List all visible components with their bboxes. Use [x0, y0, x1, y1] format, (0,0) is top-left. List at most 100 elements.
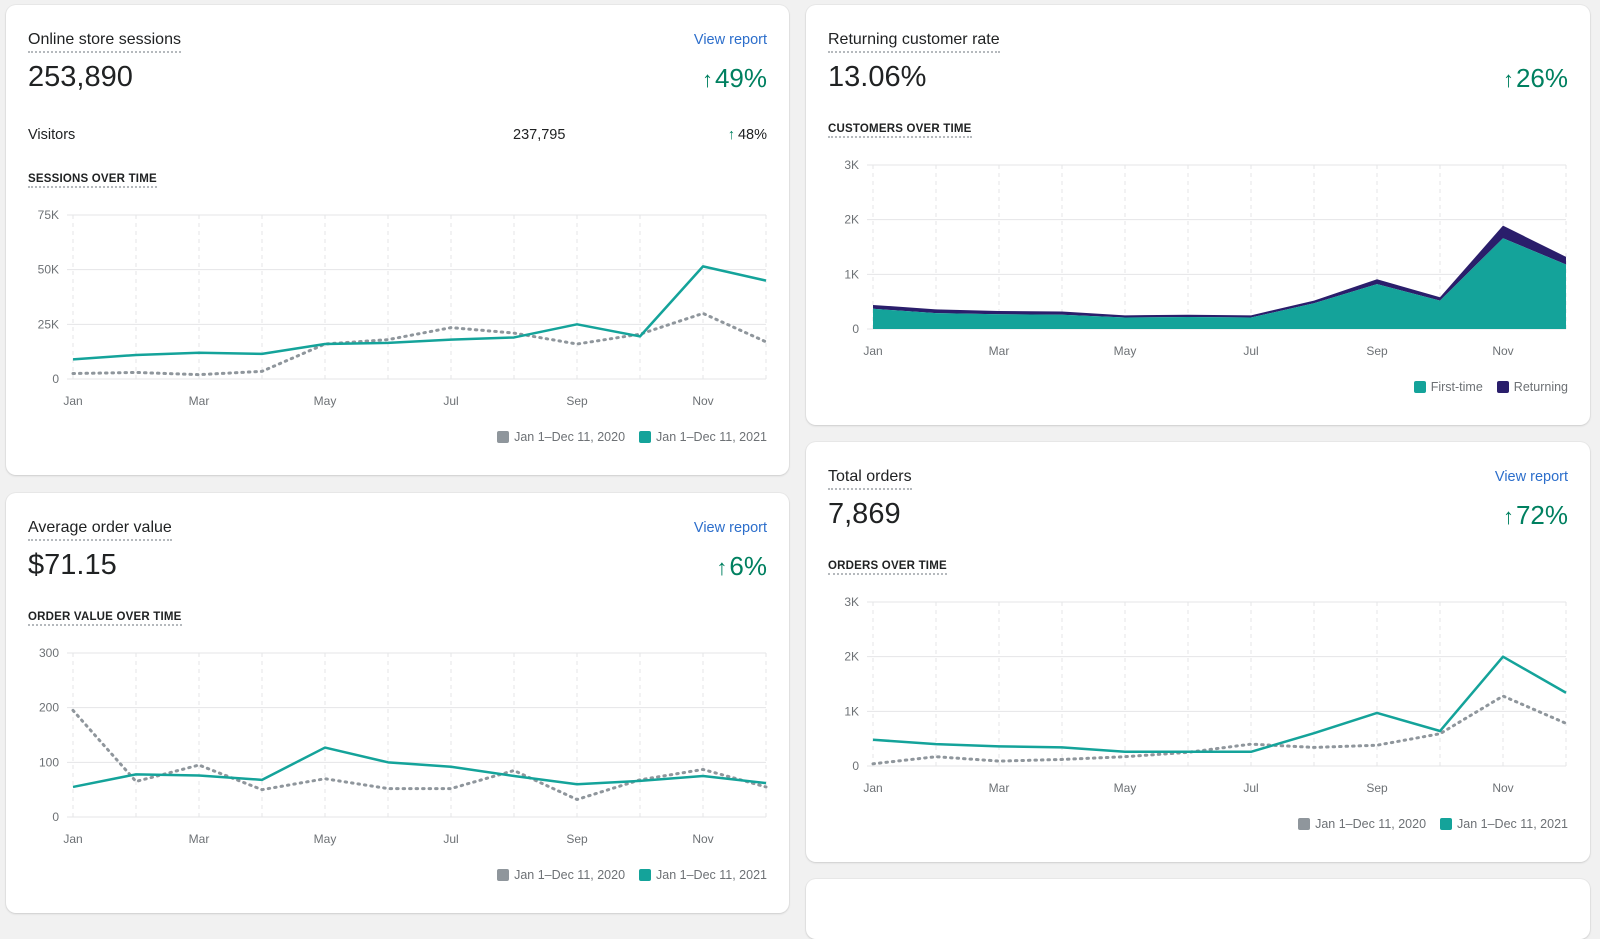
view-report-link[interactable]: View report — [694, 520, 767, 536]
series-line-2021 — [73, 266, 766, 359]
legend-swatch — [1298, 818, 1310, 830]
aov-card: Average order value View report $71.15 ↑… — [6, 493, 789, 913]
x-tick-label: Nov — [692, 394, 713, 408]
visitors-value: 237,795 — [513, 127, 565, 143]
x-tick-label: May — [314, 394, 337, 408]
metric-value: 7,869 — [828, 497, 901, 531]
x-tick-label: Sep — [1366, 781, 1388, 795]
sessions-chart[interactable]: 0 25K 50K 75K Jan Mar May Jul Sep Nov — [6, 203, 789, 418]
series-line-2021 — [873, 657, 1566, 752]
metric-value: $71.15 — [28, 548, 117, 582]
legend-swatch — [497, 431, 509, 443]
legend-item-2021: Jan 1–Dec 11, 2021 — [639, 430, 767, 444]
metric-value: 253,890 — [28, 60, 133, 94]
order-value-chart[interactable]: 0 100 200 300 Jan Mar May Jul Sep Nov — [6, 641, 789, 856]
x-tick-label: Mar — [189, 832, 210, 846]
x-tick-label: Nov — [1492, 781, 1513, 795]
legend-swatch — [1497, 381, 1509, 393]
y-tick-label: 0 — [52, 810, 59, 824]
y-tick-label: 100 — [39, 755, 59, 769]
y-tick-label: 300 — [39, 646, 59, 660]
arrow-up-icon: ↑ — [702, 67, 713, 92]
legend-item-returning: Returning — [1497, 380, 1568, 394]
chart-subtitle[interactable]: SESSIONS OVER TIME — [28, 173, 157, 188]
sessions-card: Online store sessions View report 253,89… — [6, 5, 789, 475]
card-title[interactable]: Total orders — [828, 467, 912, 490]
metric-value: 13.06% — [828, 60, 926, 94]
metric-change: ↑72% — [1503, 498, 1568, 534]
y-tick-label: 0 — [852, 759, 859, 773]
card-title[interactable]: Returning customer rate — [828, 30, 1000, 53]
orders-card: Total orders View report 7,869 ↑72% ORDE… — [806, 442, 1590, 862]
y-tick-label: 200 — [39, 701, 59, 715]
series-line-2020 — [73, 313, 766, 374]
x-tick-label: May — [1114, 344, 1137, 358]
x-tick-label: May — [1114, 781, 1137, 795]
chart-legend: Jan 1–Dec 11, 2020 Jan 1–Dec 11, 2021 — [1290, 817, 1568, 831]
y-tick-label: 3K — [844, 595, 859, 609]
legend-item-2021: Jan 1–Dec 11, 2021 — [1440, 817, 1568, 831]
chart-legend: First-time Returning — [1406, 380, 1568, 394]
card-title[interactable]: Online store sessions — [28, 30, 181, 53]
y-tick-label: 75K — [38, 208, 59, 222]
y-tick-label: 2K — [844, 213, 859, 227]
next-card — [806, 879, 1590, 939]
y-tick-label: 2K — [844, 650, 859, 664]
legend-swatch — [1414, 381, 1426, 393]
legend-swatch — [497, 869, 509, 881]
x-tick-label: Mar — [989, 344, 1010, 358]
x-tick-label: Mar — [989, 781, 1010, 795]
metric-change: ↑26% — [1503, 61, 1568, 97]
chart-legend: Jan 1–Dec 11, 2020 Jan 1–Dec 11, 2021 — [489, 868, 767, 882]
x-tick-label: Jul — [443, 394, 458, 408]
x-tick-label: Jan — [63, 832, 82, 846]
y-tick-label: 0 — [852, 322, 859, 336]
x-tick-label: May — [314, 832, 337, 846]
y-tick-label: 50K — [38, 263, 59, 277]
x-tick-label: Jul — [1243, 781, 1258, 795]
visitors-label: Visitors — [28, 127, 75, 143]
y-tick-label: 1K — [844, 267, 859, 281]
arrow-up-icon: ↑ — [1503, 504, 1514, 529]
chart-legend: Jan 1–Dec 11, 2020 Jan 1–Dec 11, 2021 — [489, 430, 767, 444]
chart-subtitle[interactable]: CUSTOMERS OVER TIME — [828, 123, 972, 138]
legend-item-2020: Jan 1–Dec 11, 2020 — [497, 430, 625, 444]
series-line-2020 — [73, 710, 766, 799]
metric-change: ↑6% — [716, 549, 767, 585]
y-tick-label: 1K — [844, 704, 859, 718]
y-tick-label: 3K — [844, 158, 859, 172]
x-tick-label: Jan — [863, 344, 882, 358]
chart-subtitle[interactable]: ORDER VALUE OVER TIME — [28, 611, 182, 626]
arrow-up-icon: ↑ — [716, 555, 727, 580]
legend-item-2020: Jan 1–Dec 11, 2020 — [1298, 817, 1426, 831]
x-tick-label: Jan — [863, 781, 882, 795]
chart-subtitle[interactable]: ORDERS OVER TIME — [828, 560, 947, 575]
view-report-link[interactable]: View report — [1495, 469, 1568, 485]
legend-item-2020: Jan 1–Dec 11, 2020 — [497, 868, 625, 882]
y-tick-label: 0 — [52, 372, 59, 386]
legend-swatch — [639, 869, 651, 881]
legend-item-2021: Jan 1–Dec 11, 2021 — [639, 868, 767, 882]
returning-card: Returning customer rate 13.06% ↑26% CUST… — [806, 5, 1590, 425]
card-title[interactable]: Average order value — [28, 518, 172, 541]
x-tick-label: Nov — [692, 832, 713, 846]
x-tick-label: Mar — [189, 394, 210, 408]
orders-chart[interactable]: 0 1K 2K 3K Jan Mar May Jul Sep Nov — [806, 590, 1590, 805]
arrow-up-icon: ↑ — [728, 127, 735, 143]
series-line-2021 — [73, 748, 766, 787]
x-tick-label: Jan — [63, 394, 82, 408]
legend-item-first-time: First-time — [1414, 380, 1483, 394]
view-report-link[interactable]: View report — [694, 32, 767, 48]
x-tick-label: Jul — [443, 832, 458, 846]
x-tick-label: Sep — [566, 832, 588, 846]
legend-swatch — [1440, 818, 1452, 830]
x-tick-label: Nov — [1492, 344, 1513, 358]
x-tick-label: Sep — [566, 394, 588, 408]
legend-swatch — [639, 431, 651, 443]
arrow-up-icon: ↑ — [1503, 67, 1514, 92]
metric-change: ↑49% — [702, 61, 767, 97]
y-tick-label: 25K — [38, 317, 59, 331]
visitors-change: ↑48% — [728, 127, 767, 143]
x-tick-label: Jul — [1243, 344, 1258, 358]
